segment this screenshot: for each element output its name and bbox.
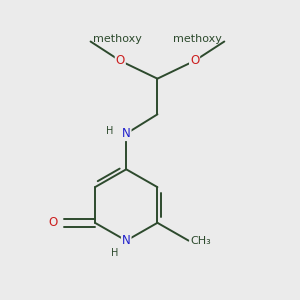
- Text: N: N: [122, 127, 130, 140]
- Text: methoxy: methoxy: [93, 34, 142, 44]
- Text: O: O: [116, 54, 125, 67]
- Text: H: H: [111, 248, 118, 257]
- Text: methoxy: methoxy: [173, 34, 222, 44]
- Text: CH₃: CH₃: [190, 236, 211, 246]
- Text: O: O: [49, 216, 58, 229]
- Text: O: O: [190, 54, 199, 67]
- Text: H: H: [106, 126, 114, 136]
- Text: N: N: [122, 234, 130, 247]
